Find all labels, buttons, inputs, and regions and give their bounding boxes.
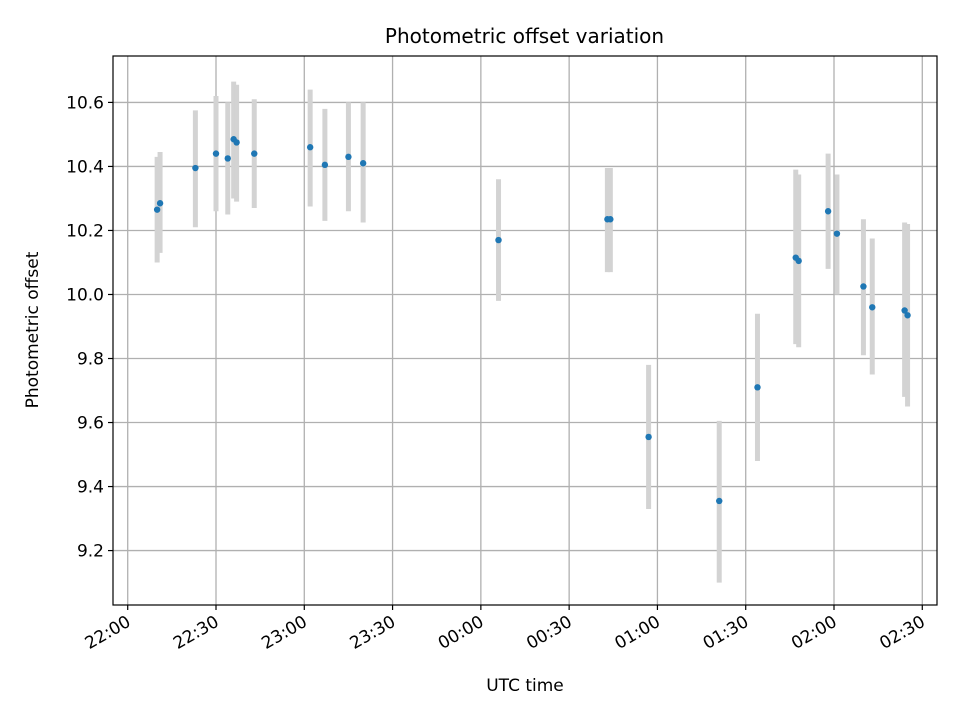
data-point [359,160,367,167]
data-point [192,164,199,172]
x-tick-label: 00:30 [523,612,575,654]
data-point [224,155,231,162]
x-tick-label: 01:30 [700,612,752,654]
data-point [607,216,614,223]
data-point [860,283,867,290]
data-point [156,200,164,207]
x-tick-label: 01:00 [611,612,663,654]
data-point [495,236,502,244]
data-point [869,304,876,311]
data-point [251,150,258,157]
y-axis-label: Photometric offset [23,251,43,408]
x-tick-label: 02:00 [788,612,840,654]
y-tick-label: 9.6 [77,414,104,434]
x-tick-label: 22:00 [82,612,134,654]
data-point [754,384,761,391]
data-point [904,312,911,319]
data-point [345,153,352,161]
plot-frame [112,55,938,606]
y-tick-label: 10.4 [66,157,104,177]
data-point [833,230,841,237]
data-point [153,206,161,213]
y-tick-label: 10.2 [66,221,104,241]
data-point [212,150,220,157]
data-point [716,497,723,505]
x-tick-label: 23:30 [347,612,399,654]
data-points [153,136,911,505]
x-axis-label: UTC time [486,676,564,696]
data-point [233,139,240,146]
y-tick-label: 9.4 [77,478,104,498]
y-tick-label: 10.6 [66,93,104,113]
data-point [306,144,314,151]
grid-layer [113,56,937,605]
error-bars [154,81,911,583]
y-tick-label: 10.0 [66,285,104,305]
data-point [321,161,329,169]
y-tick-label: 9.2 [77,542,104,562]
data-point [824,208,832,215]
data-point [795,257,802,265]
x-tick-label: 23:00 [258,612,310,654]
chart-title: Photometric offset variation [385,24,664,48]
x-tick-label: 22:30 [170,612,222,654]
x-tick-label: 02:30 [876,612,928,654]
data-point [901,307,908,314]
y-tick-label: 9.8 [77,350,104,370]
data-point [645,433,652,441]
x-tick-label: 00:00 [435,612,487,654]
